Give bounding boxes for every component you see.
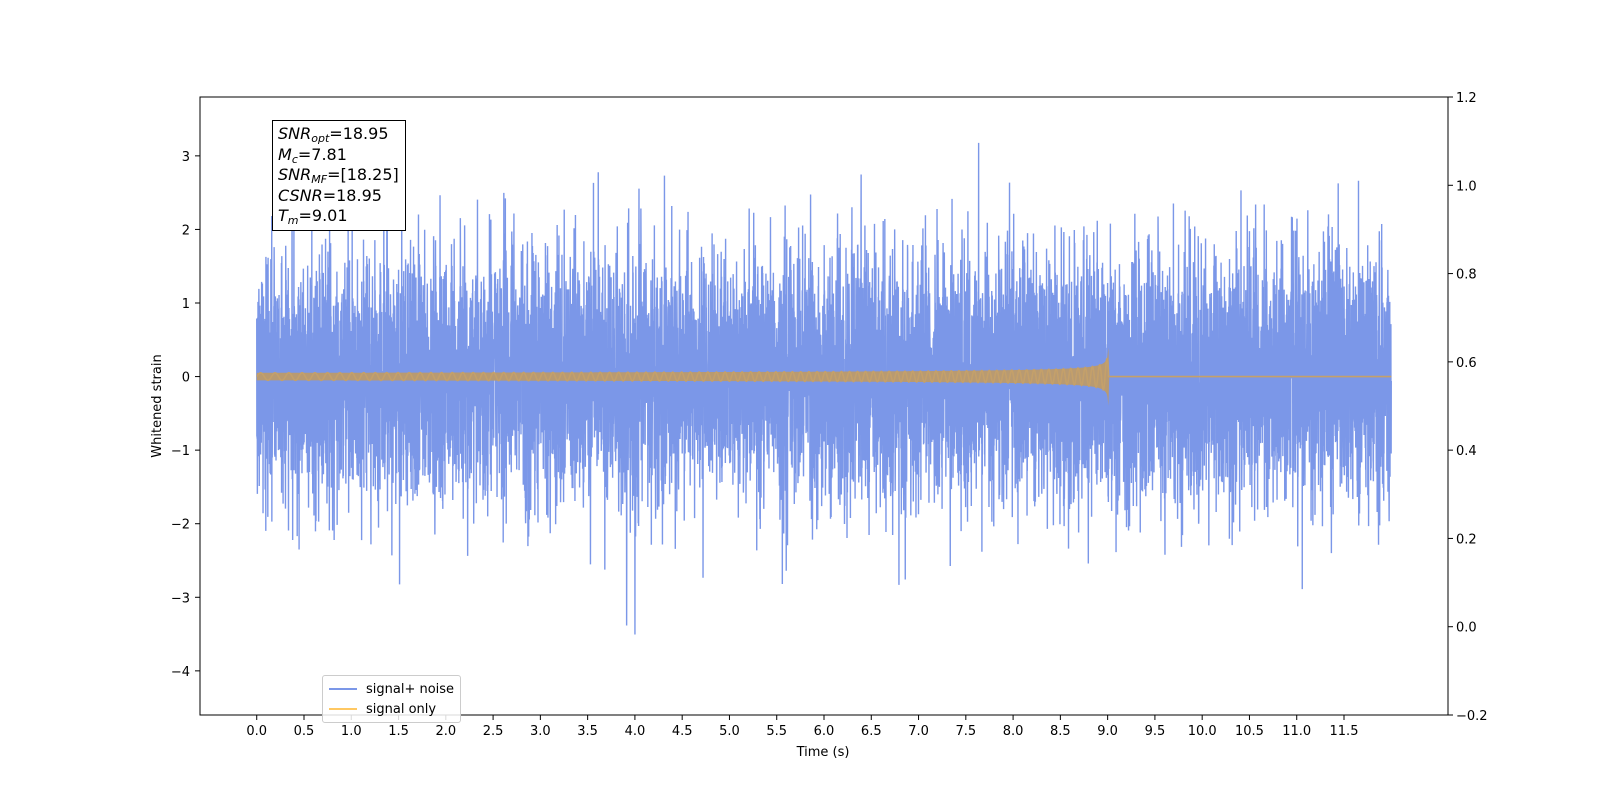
legend-item-signal-noise: signal+ noise: [329, 679, 454, 699]
y2-tick-label: 1.0: [1456, 179, 1477, 194]
legend-label-signal-only: signal only: [366, 701, 437, 717]
x-tick-label: 10.5: [1235, 724, 1264, 739]
snr-mf-label: SNR: [278, 165, 312, 184]
mc-label: M: [278, 144, 292, 164]
series-layer: [256, 142, 1392, 635]
legend-label-signal-noise: signal+ noise: [366, 681, 455, 697]
series-signal-noise: [256, 142, 1392, 635]
snr-mf-line: SNRMF=[18.25]: [278, 165, 399, 186]
y-tick-label: 1: [182, 297, 190, 312]
snr-opt-label: SNR: [278, 124, 312, 143]
x-tick-label: 0.0: [246, 724, 267, 739]
snr-opt-line: SNRopt=18.95: [278, 124, 399, 145]
y-tick-label: −1: [171, 444, 190, 459]
y2-tick-label: −0.2: [1456, 709, 1488, 724]
snr-mf-value: =[18.25]: [327, 165, 399, 184]
x-tick-label: 5.5: [766, 724, 787, 739]
legend: signal+ noise signal only: [322, 675, 462, 723]
y-tick-label: 3: [182, 150, 190, 165]
x-tick-label: 4.5: [672, 724, 693, 739]
x-tick-label: 7.5: [955, 724, 976, 739]
series-signal-only: [256, 357, 1392, 391]
y-tick-label: −4: [171, 665, 190, 680]
snr-mf-sub: MF: [311, 173, 328, 186]
mc-value: =7.81: [297, 144, 347, 164]
x-tick-label: 6.5: [861, 724, 882, 739]
y2-tick-label: 0.0: [1456, 621, 1477, 636]
mc-sub: c: [291, 152, 298, 166]
y-tick-label: −3: [171, 591, 190, 606]
x-axis-label: Time (s): [796, 745, 850, 760]
y2-axis: −0.2 0.0 0.2 0.4 0.6 0.8 1.0 1.2: [1448, 91, 1488, 724]
x-tick-label: 11.0: [1282, 724, 1311, 739]
x-tick-label: 2.0: [435, 724, 456, 739]
x-tick-label: 3.5: [577, 724, 598, 739]
x-tick-label: 7.0: [908, 724, 929, 739]
x-tick-label: 11.5: [1330, 724, 1359, 739]
snr-opt-sub: opt: [311, 132, 330, 145]
y2-tick-label: 0.8: [1456, 268, 1477, 283]
snr-annotation-box: SNRopt=18.95 Mc=7.81 SNRMF=[18.25] CSNR=…: [272, 120, 406, 231]
x-tick-label: 1.0: [341, 724, 362, 739]
tm-label: T: [278, 206, 288, 225]
y-tick-label: −2: [171, 518, 190, 533]
mc-line: Mc=7.81: [278, 145, 399, 166]
legend-swatch-signal-only: [329, 708, 357, 710]
y-tick-label: 0: [182, 371, 190, 386]
x-axis: 0.0 0.5 1.0 1.5 2.0 2.5 3.0 3.5 4.0 4.5 5.0 5.5 6.0 6…: [246, 715, 1358, 739]
x-tick-label: 3.0: [530, 724, 551, 739]
x-tick-label: 0.5: [294, 724, 315, 739]
x-tick-label: 2.5: [483, 724, 504, 739]
tm-sub: m: [287, 214, 299, 227]
y-axis: −4 −3 −2 −1 0 1 2 3: [171, 150, 200, 680]
csnr-line: CSNR=18.95: [278, 186, 399, 207]
x-tick-label: 9.5: [1145, 724, 1166, 739]
x-tick-label: 8.5: [1050, 724, 1071, 739]
tm-line: Tm=9.01: [278, 206, 399, 227]
y2-tick-label: 0.2: [1456, 532, 1477, 547]
x-tick-label: 8.0: [1003, 724, 1024, 739]
snr-opt-value: =18.95: [329, 124, 389, 143]
y2-tick-label: 0.4: [1456, 444, 1477, 459]
tm-value: =9.01: [298, 206, 348, 225]
csnr-label: CSNR: [278, 185, 323, 205]
x-tick-label: 6.0: [814, 724, 835, 739]
legend-swatch-signal-noise: [329, 688, 357, 690]
x-tick-label: 9.0: [1097, 724, 1118, 739]
csnr-value: =18.95: [322, 185, 382, 205]
x-tick-label: 10.0: [1188, 724, 1217, 739]
y2-tick-label: 0.6: [1456, 356, 1477, 371]
y-axis-label: Whitened strain: [150, 354, 165, 457]
x-tick-label: 4.0: [625, 724, 646, 739]
x-tick-label: 5.0: [719, 724, 740, 739]
y-tick-label: 2: [182, 223, 190, 238]
x-tick-label: 1.5: [388, 724, 409, 739]
y2-tick-label: 1.2: [1456, 91, 1477, 106]
legend-item-signal-only: signal only: [329, 699, 454, 719]
